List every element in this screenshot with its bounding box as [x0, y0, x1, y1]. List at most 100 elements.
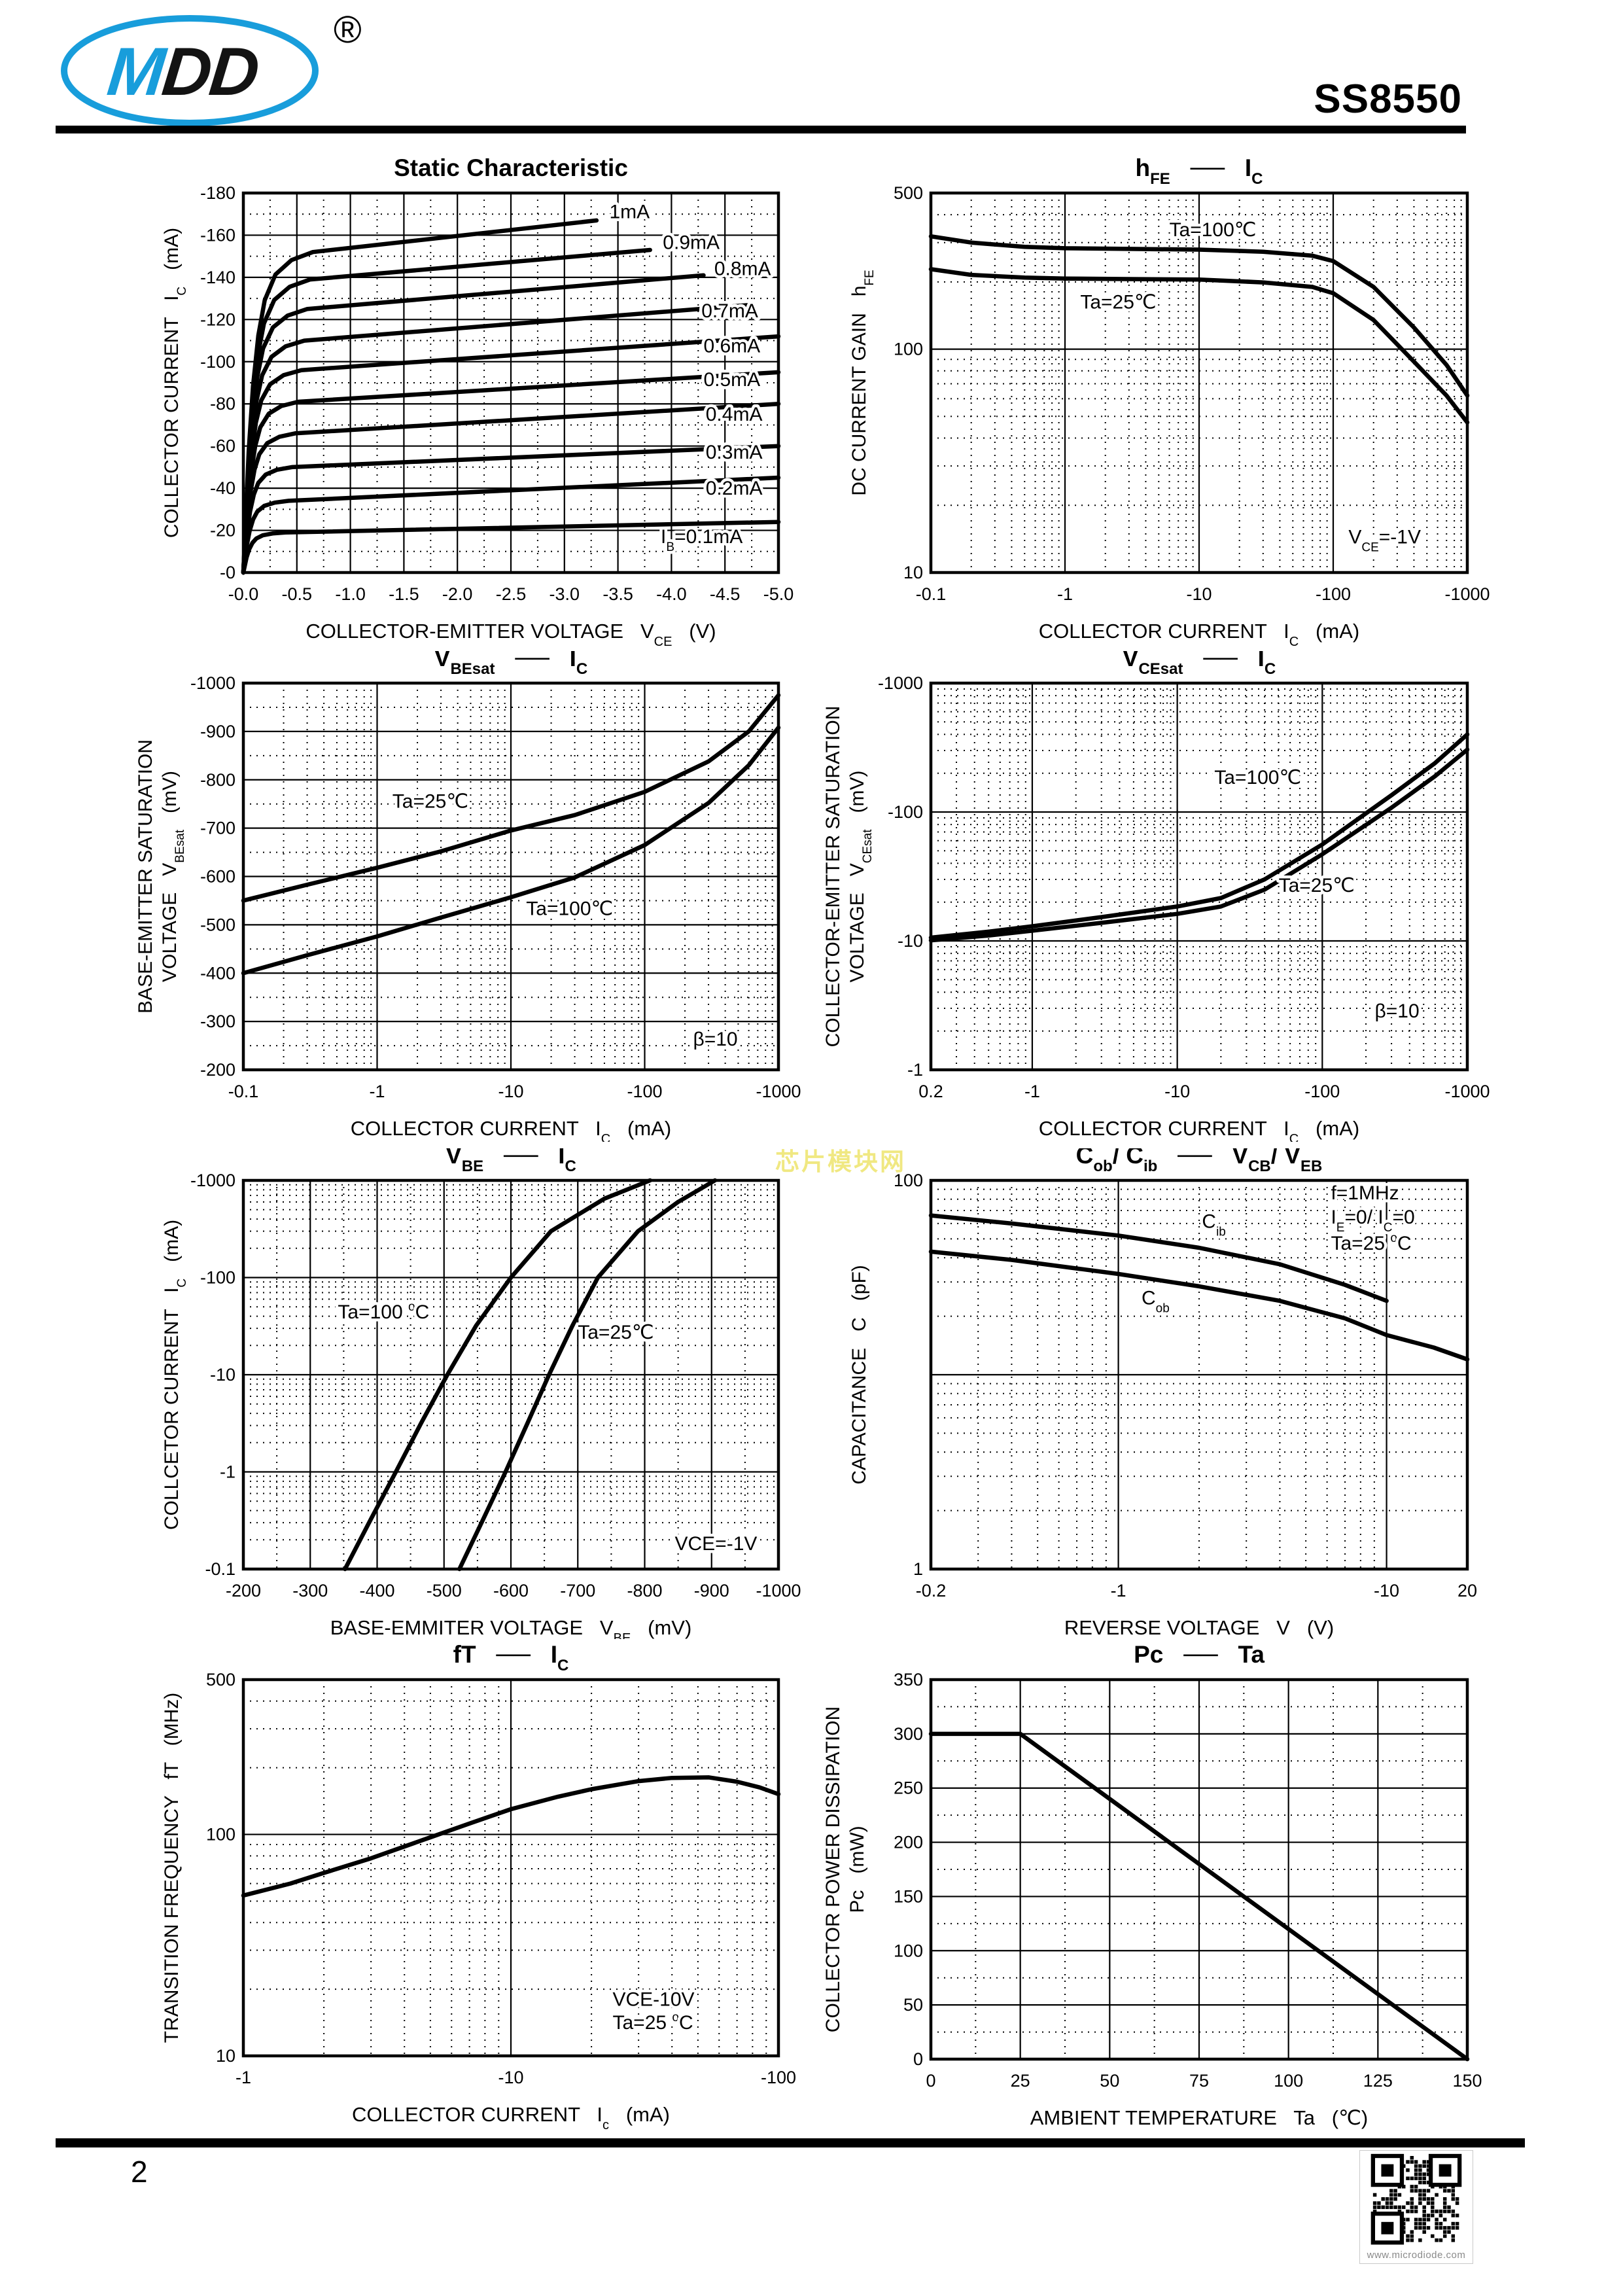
svg-text:Ta=25℃: Ta=25℃ [1080, 292, 1156, 313]
svg-text:-1: -1 [907, 1060, 923, 1080]
svg-text:1: 1 [913, 1559, 923, 1579]
header-rule [56, 126, 1466, 133]
svg-text:IE=0/ IC=0: IE=0/ IC=0 [1331, 1207, 1414, 1235]
svg-text:β=10: β=10 [1375, 1000, 1420, 1022]
svg-text:0.5mA: 0.5mA [703, 369, 760, 391]
mdd-logo: MDD ® [61, 9, 362, 126]
svg-text:-10: -10 [1374, 1581, 1399, 1600]
logo-text: MDD [104, 34, 262, 110]
svg-text:-40: -40 [210, 478, 236, 498]
svg-text:-1000: -1000 [1444, 584, 1490, 604]
svg-text:300: 300 [894, 1724, 923, 1744]
svg-text:Pc (mW): Pc (mW) [846, 1826, 868, 1913]
svg-text:75: 75 [1189, 2071, 1209, 2091]
svg-text:Cob: Cob [1142, 1288, 1170, 1316]
svg-text:-400: -400 [359, 1581, 394, 1600]
svg-text:-500: -500 [200, 915, 236, 934]
svg-text:-700: -700 [560, 1581, 595, 1600]
svg-text:0.7mA: 0.7mA [701, 300, 758, 322]
svg-text:10: 10 [216, 2046, 236, 2066]
svg-text:AMBIENT TEMPERATURE Ta (℃): AMBIENT TEMPERATURE Ta (℃) [1030, 2106, 1369, 2129]
svg-text:100: 100 [206, 1825, 236, 1845]
svg-text:VCE-10V: VCE-10V [613, 1989, 695, 2011]
svg-text:0: 0 [926, 2071, 935, 2091]
svg-text:-5.0: -5.0 [763, 584, 794, 604]
svg-text:-2.0: -2.0 [442, 584, 473, 604]
qr-caption: www.microdiode.com [1367, 2250, 1466, 2261]
svg-text:-300: -300 [200, 1012, 236, 1031]
svg-text:20: 20 [1457, 1581, 1477, 1600]
svg-text:-900: -900 [694, 1581, 729, 1600]
chart-static-characteristic: 1mA 0.9mA 0.8mA 0.7mA 0.6mA 0.5mA 0.4mA 0.3mA 0.… [161, 154, 794, 648]
svg-text:-100: -100 [761, 2068, 796, 2087]
svg-text:150: 150 [1452, 2071, 1482, 2091]
svg-text:-1: -1 [236, 2068, 251, 2087]
svg-text:VBE ── IC: VBE ── IC [445, 1148, 576, 1175]
svg-text:-0: -0 [220, 563, 236, 582]
svg-text:Cob/ Cib ── VCB/ VEB: Cob/ Cib ── VCB/ VEB [1076, 1148, 1323, 1175]
svg-text:Ta=25℃: Ta=25℃ [393, 791, 468, 813]
svg-text:-300: -300 [292, 1581, 328, 1600]
svg-text:-200: -200 [200, 1060, 236, 1080]
svg-text:0: 0 [913, 2049, 923, 2069]
svg-text:-10: -10 [498, 2068, 523, 2087]
svg-text:-100: -100 [888, 802, 923, 822]
svg-text:-100: -100 [627, 1082, 662, 1101]
svg-text:COLLECTOR-EMITTER VOLTAGE VC: COLLECTOR-EMITTER VOLTAGE VCE (V) [305, 620, 716, 648]
svg-text:-3.0: -3.0 [550, 584, 580, 604]
svg-text:0.3mA: 0.3mA [706, 442, 763, 463]
svg-text:-1000: -1000 [878, 673, 923, 693]
svg-text:100: 100 [894, 1941, 923, 1960]
svg-text:-1000: -1000 [190, 673, 236, 693]
svg-text:50: 50 [1100, 2071, 1119, 2091]
svg-text:-140: -140 [200, 268, 236, 287]
chart-vbesat-vs-ic: Ta=25℃ Ta=100℃ β=10 -0.1 -1 -10 -100 -1000 -200 -… [135, 651, 801, 1142]
svg-text:VOLTAGE VBEsat (mV): VOLTAGE VBEsat (mV) [159, 771, 187, 982]
svg-text:-10: -10 [498, 1082, 523, 1101]
svg-text:BASE-EMMITER VOLTAGE VBE (: BASE-EMMITER VOLTAGE VBE (mV) [330, 1616, 692, 1639]
svg-text:-100: -100 [200, 1268, 236, 1288]
svg-text:200: 200 [894, 1833, 923, 1852]
svg-text:VOLTAGE VCEsat (mV): VOLTAGE VCEsat (mV) [846, 770, 875, 982]
svg-text:-0.0: -0.0 [228, 584, 259, 604]
svg-text:-500: -500 [427, 1581, 462, 1600]
registered-icon: ® [334, 9, 362, 51]
svg-text:-10: -10 [1186, 584, 1212, 604]
svg-text:f=1MHz: f=1MHz [1331, 1182, 1399, 1204]
svg-text:-1: -1 [369, 1082, 385, 1101]
svg-text:Ta=100 oC: Ta=100 oC [338, 1300, 429, 1323]
svg-text:125: 125 [1363, 2071, 1393, 2091]
svg-text:50: 50 [903, 1995, 923, 2015]
svg-text:0.2mA: 0.2mA [706, 478, 763, 499]
svg-text:-400: -400 [200, 963, 236, 983]
svg-text:-900: -900 [200, 722, 236, 741]
logo-ellipse [61, 15, 319, 126]
svg-text:REVERSE VOLTAGE V (V): REVERSE VOLTAGE V (V) [1064, 1616, 1334, 1639]
svg-text:10: 10 [903, 563, 923, 582]
svg-text:-200: -200 [226, 1581, 261, 1600]
chart-vbe-vs-ic: Ta=100 oC Ta=25℃ VCE=-1V -200 -300 -400 -500 -6… [161, 1148, 801, 1639]
svg-text:-0.2: -0.2 [916, 1581, 947, 1600]
svg-text:IB=0.1mA: IB=0.1mA [661, 526, 742, 554]
svg-text:-2.5: -2.5 [496, 584, 527, 604]
svg-text:-1000: -1000 [756, 1082, 801, 1101]
svg-text:β=10: β=10 [693, 1029, 737, 1050]
svg-text:-0.5: -0.5 [282, 584, 313, 604]
chart-pc-vs-ta: 0 25 50 75 100 125 150 0 50 100 150 200 250 300 350 Pc … [822, 1642, 1482, 2129]
qr-code: www.microdiode.com [1359, 2150, 1473, 2264]
svg-text:COLLECTOR CURRENT IC (mA): COLLECTOR CURRENT IC (mA) [1039, 1117, 1359, 1142]
svg-text:COLLECTOR CURRENT IC (mA): COLLECTOR CURRENT IC (mA) [161, 228, 189, 538]
svg-text:VCEsat ── IC: VCEsat ── IC [1123, 651, 1276, 678]
svg-text:-600: -600 [200, 867, 236, 887]
svg-text:-4.0: -4.0 [656, 584, 687, 604]
svg-text:-1: -1 [1057, 584, 1073, 604]
svg-text:-3.5: -3.5 [602, 584, 633, 604]
page-number: 2 [131, 2155, 148, 2189]
svg-text:-1: -1 [1024, 1082, 1040, 1101]
svg-text:-20: -20 [210, 521, 236, 540]
svg-text:-180: -180 [200, 183, 236, 203]
svg-text:Ta=100℃: Ta=100℃ [1170, 219, 1257, 241]
svg-text:0.6mA: 0.6mA [703, 335, 760, 357]
